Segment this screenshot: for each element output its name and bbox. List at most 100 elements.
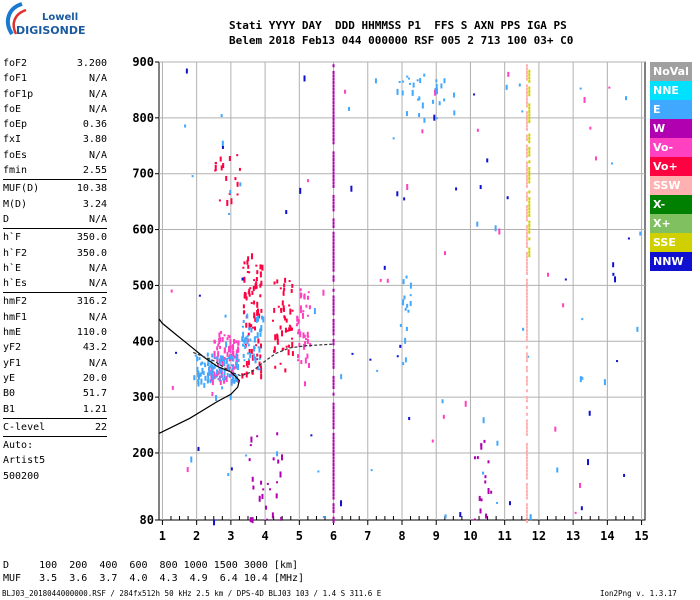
echo-column-point	[332, 158, 335, 162]
echo-point	[423, 117, 426, 123]
echo-column-point	[332, 449, 335, 453]
echo-point	[485, 513, 488, 519]
param-value: 350.0	[76, 247, 107, 259]
echo-point	[276, 451, 279, 457]
echo-column-point	[332, 412, 335, 416]
echo-column-point	[332, 278, 335, 282]
echo-point	[303, 75, 306, 82]
param-label: foF1p	[3, 88, 34, 100]
param-label: foEp	[3, 119, 28, 131]
echo-point	[487, 488, 490, 495]
echo-column-point	[528, 136, 531, 140]
param-value: 20.0	[82, 372, 107, 384]
echo-point	[274, 365, 277, 369]
echo-point	[406, 184, 409, 191]
param-row: D N/A	[3, 212, 107, 227]
echo-column-point	[332, 245, 335, 249]
echo-point	[580, 506, 583, 511]
echo-point	[347, 106, 350, 111]
echo-point	[401, 90, 404, 96]
echo-point	[300, 292, 303, 297]
echo-column-point	[528, 116, 531, 120]
echo-column-point	[525, 328, 528, 332]
echo-point	[307, 291, 310, 294]
param-row: h`Es N/A	[3, 276, 107, 291]
echo-point	[237, 347, 240, 353]
echo-point	[194, 354, 197, 357]
echo-column-point	[332, 117, 335, 121]
param-value: N/A	[88, 73, 107, 85]
echo-point	[340, 500, 343, 507]
echo-column-point	[525, 442, 528, 446]
echo-column-point	[528, 150, 531, 154]
param-value: N/A	[88, 311, 107, 323]
echo-column-point	[525, 365, 528, 369]
echo-point	[508, 501, 511, 506]
echo-column-point	[332, 355, 335, 359]
param-label: B1	[3, 403, 16, 415]
echo-point	[219, 345, 222, 349]
echo-column-point	[525, 516, 528, 520]
param-label: foEs	[3, 149, 28, 161]
sidebar-group-3: h`F 350.0 h`F2 350.0 h`E N/A h`Es N/A	[3, 230, 107, 291]
echo-point	[290, 327, 293, 331]
echo-point	[275, 493, 278, 499]
echo-point	[250, 327, 253, 333]
echo-column-point	[528, 177, 531, 181]
param-label: yE	[3, 372, 16, 384]
echo-point	[505, 84, 508, 90]
echo-column-point	[332, 436, 335, 440]
echo-point	[258, 495, 261, 502]
echo-column-point	[332, 322, 335, 326]
echo-point	[208, 371, 211, 376]
param-value: N/A	[88, 357, 107, 369]
echo-point	[251, 476, 254, 482]
echo-column-point	[525, 178, 528, 182]
echo-point	[217, 343, 220, 347]
echo-point	[423, 73, 426, 77]
echo-point	[344, 89, 347, 94]
echo-column-point	[528, 227, 531, 231]
echo-point	[243, 261, 246, 265]
echo-point	[211, 364, 214, 371]
param-row: foF2 3.200	[3, 56, 107, 71]
echo-point	[219, 355, 222, 359]
echo-column-point	[332, 164, 335, 168]
echo-column-point	[525, 97, 528, 101]
echo-point	[222, 163, 225, 169]
echo-column-point	[528, 93, 531, 97]
echo-point	[250, 302, 253, 305]
echo-point	[243, 276, 246, 283]
echo-point	[228, 335, 231, 339]
echo-column-point	[332, 161, 335, 165]
legend-item-e: E	[650, 100, 692, 119]
echo-column-point	[528, 160, 531, 164]
echo-point	[243, 291, 246, 298]
echo-point	[229, 344, 232, 348]
echo-point	[221, 360, 224, 367]
echo-point	[245, 454, 248, 457]
echo-point	[407, 309, 410, 313]
echo-point	[434, 89, 437, 96]
param-value: 3.200	[76, 58, 107, 69]
auto-code: 500200	[3, 469, 107, 484]
echo-point	[487, 460, 490, 464]
echo-point	[259, 271, 262, 278]
echo-point	[242, 353, 245, 358]
echo-column-point	[528, 207, 531, 211]
echo-column-point	[332, 168, 335, 172]
auto-line: Artist5	[3, 455, 46, 467]
echo-point	[277, 459, 280, 464]
echo-point	[296, 315, 299, 322]
echo-point	[221, 337, 224, 343]
echo-column-point	[525, 292, 528, 296]
echo-point	[283, 283, 286, 288]
echo-point	[529, 514, 532, 521]
echo-point	[310, 434, 313, 437]
echo-point	[247, 291, 250, 294]
echo-point	[207, 375, 210, 380]
echo-point	[255, 344, 258, 347]
param-row: foEp 0.36	[3, 117, 107, 132]
echo-point	[351, 352, 354, 355]
echo-point	[221, 355, 224, 361]
